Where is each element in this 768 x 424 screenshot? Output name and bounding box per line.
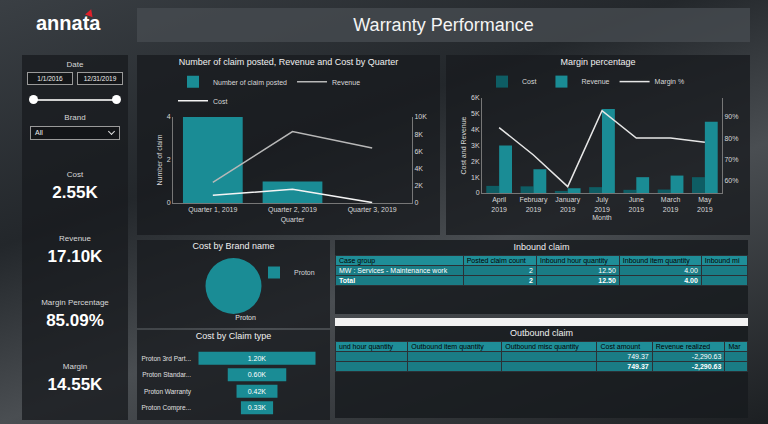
html-text:Mar: Mar [728, 343, 741, 350]
html-text:annata: annata [36, 12, 101, 34]
svg-text:Revenue: Revenue [332, 79, 360, 86]
svg-text:4K: 4K [471, 126, 480, 133]
svg-text:1.20K: 1.20K [248, 355, 267, 362]
html-text:4.00: 4.00 [684, 277, 698, 284]
html-text:Cost amount: Cost amount [600, 343, 641, 350]
svg-text:January2019: January2019 [555, 196, 580, 212]
svg-text:90%: 90% [724, 113, 738, 120]
html-text:2: 2 [529, 267, 533, 274]
svg-text:5K: 5K [471, 110, 480, 117]
svg-text:0: 0 [167, 199, 171, 206]
html-text:Outbound misc quantity: Outbound misc quantity [505, 343, 579, 350]
html-text:Inbound hour quantity: Inbound hour quantity [540, 257, 608, 264]
html-text:Inbound claim: Inbound claim [513, 242, 570, 252]
html-text:Posted claim count: Posted claim count [466, 257, 526, 264]
svg-text:70%: 70% [724, 156, 738, 163]
html-text:Cost: Cost [66, 170, 84, 179]
html-text:Revenue realized: Revenue realized [655, 343, 711, 350]
svg-text:2K: 2K [414, 182, 423, 189]
svg-text:April2019: April2019 [491, 196, 507, 212]
svg-text:4: 4 [167, 113, 171, 120]
svg-text:0.33K: 0.33K [248, 404, 267, 411]
svg-text:July2019: July2019 [594, 196, 610, 212]
html-text:Date: Date [66, 60, 84, 69]
html-text:12.50: 12.50 [598, 267, 616, 274]
html-text:und hour quantity: und hour quantity [339, 343, 394, 350]
html-text:Warranty Performance: Warranty Performance [353, 15, 534, 35]
svg-text:June2019: June2019 [629, 196, 645, 212]
html-text:-2,290.63: -2,290.63 [691, 363, 722, 370]
svg-text:Number of claim posted, Revenu: Number of claim posted, Revenue and Cost… [179, 57, 399, 67]
svg-text:Cost by Brand name: Cost by Brand name [192, 241, 274, 251]
svg-text:4K: 4K [414, 165, 423, 172]
svg-text:Proton 3rd Part...: Proton 3rd Part... [142, 355, 192, 362]
svg-text:80%: 80% [724, 135, 738, 142]
html-text:Inbound item quantity: Inbound item quantity [622, 257, 690, 264]
svg-text:3K: 3K [471, 142, 480, 149]
html-text:85.09%: 85.09% [46, 311, 104, 330]
html-text:MW : Services - Maintenance wo: MW : Services - Maintenance work [339, 267, 448, 274]
html-text:-2,290.63: -2,290.63 [691, 353, 722, 360]
svg-text:Number of claim posted: Number of claim posted [213, 79, 287, 87]
svg-text:0.60K: 0.60K [248, 371, 267, 378]
svg-text:Margin percentage: Margin percentage [560, 57, 635, 67]
svg-text:8K: 8K [414, 131, 423, 138]
html-text:Outbound item quantity: Outbound item quantity [411, 343, 484, 350]
html-text:All: All [35, 129, 43, 136]
html-text:749.37: 749.37 [627, 363, 649, 370]
svg-text:2K: 2K [471, 158, 480, 165]
svg-text:Proton Standar...: Proton Standar... [142, 371, 191, 378]
html-text:Margin Percentage: Margin Percentage [41, 298, 109, 307]
svg-text:60%: 60% [724, 177, 738, 184]
html-text:12/31/2019: 12/31/2019 [83, 75, 117, 82]
html-text:4.00: 4.00 [684, 267, 698, 274]
svg-text:6K: 6K [471, 94, 480, 101]
svg-text:Margin %: Margin % [655, 78, 685, 86]
html-text:Brand: Brand [64, 113, 86, 122]
html-text:Inbound mi: Inbound mi [704, 257, 740, 264]
svg-text:Proton: Proton [294, 269, 315, 276]
svg-text:Proton: Proton [235, 314, 256, 321]
svg-text:0: 0 [414, 199, 418, 206]
svg-text:Quarter 1, 2019: Quarter 1, 2019 [188, 206, 237, 214]
svg-text:0: 0 [476, 189, 480, 196]
html-text:14.55K: 14.55K [47, 375, 103, 394]
svg-text:Cost and Revenue: Cost and Revenue [460, 116, 467, 174]
svg-text:May2019: May2019 [697, 196, 713, 212]
svg-text:1K: 1K [471, 174, 480, 181]
svg-text:March2019: March2019 [661, 196, 681, 212]
svg-text:Quarter 2, 2019: Quarter 2, 2019 [268, 206, 317, 214]
html-text:Case group: Case group [339, 257, 376, 264]
html-text:1/1/2016: 1/1/2016 [37, 75, 63, 82]
html-text:17.10K: 17.10K [47, 247, 103, 266]
svg-text:Cost: Cost [213, 98, 227, 105]
html-text:Revenue: Revenue [59, 234, 91, 243]
svg-text:Month: Month [592, 214, 612, 221]
svg-text:Proton Compre...: Proton Compre... [142, 404, 192, 412]
html-text:Outbound claim: Outbound claim [510, 328, 573, 338]
html-text:12.50: 12.50 [598, 277, 616, 284]
html-text:2: 2 [529, 277, 533, 284]
svg-text:Proton Warranty: Proton Warranty [144, 388, 192, 396]
svg-text:Number of claim: Number of claim [156, 134, 163, 185]
svg-text:Quarter 3, 2019: Quarter 3, 2019 [348, 206, 397, 214]
svg-text:Cost by Claim type: Cost by Claim type [196, 331, 272, 341]
svg-text:Quarter: Quarter [281, 216, 305, 224]
svg-text:0.42K: 0.42K [248, 388, 267, 395]
html-text:749.37: 749.37 [627, 353, 649, 360]
svg-text:2: 2 [167, 156, 171, 163]
svg-text:February2019: February2019 [519, 196, 548, 212]
svg-text:6K: 6K [414, 148, 423, 155]
html-text:2.55K: 2.55K [52, 183, 98, 202]
svg-text:10K: 10K [414, 113, 427, 120]
svg-text:Cost: Cost [522, 78, 536, 85]
html-text:Margin: Margin [62, 362, 88, 371]
svg-text:Revenue: Revenue [581, 78, 609, 85]
html-text:Total: Total [339, 277, 356, 284]
